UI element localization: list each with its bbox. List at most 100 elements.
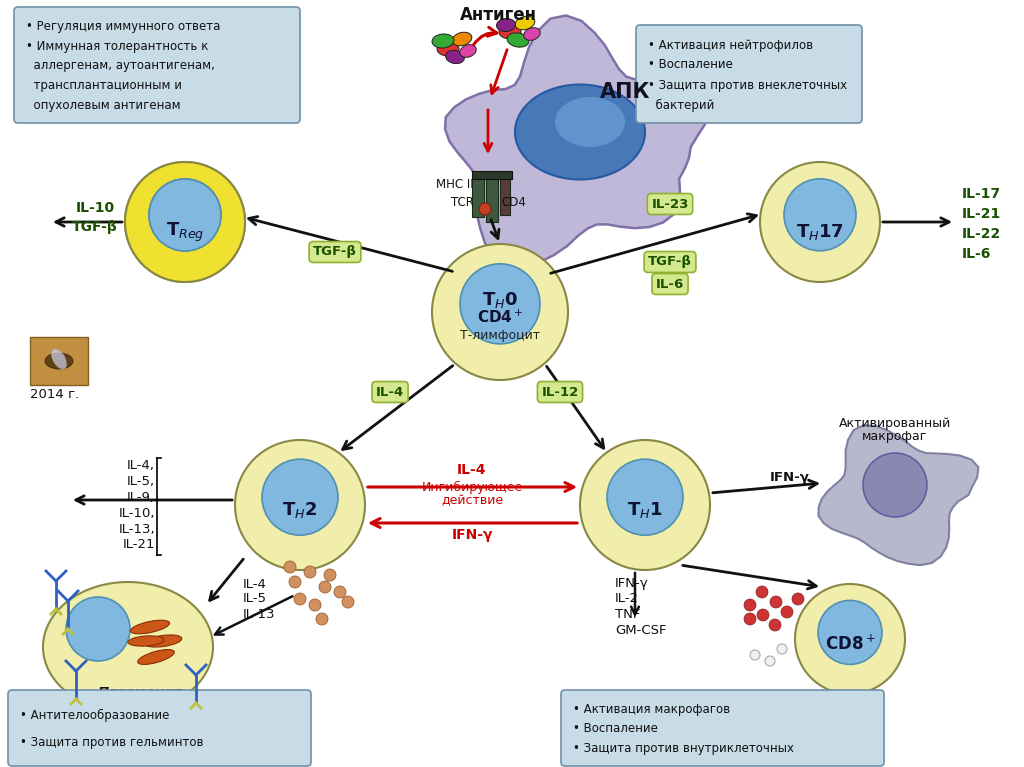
Text: IL-9,: IL-9, bbox=[127, 491, 155, 503]
Text: IL-4,: IL-4, bbox=[127, 459, 155, 472]
Text: • Антителообразование: • Антителообразование bbox=[20, 709, 169, 723]
Circle shape bbox=[750, 650, 760, 660]
Ellipse shape bbox=[51, 349, 67, 369]
Text: T$_H$2: T$_H$2 bbox=[283, 500, 317, 520]
Text: IL-4: IL-4 bbox=[458, 463, 486, 477]
Bar bbox=[472, 171, 512, 179]
Circle shape bbox=[863, 453, 927, 517]
Text: Активированный: Активированный bbox=[839, 417, 951, 430]
Circle shape bbox=[795, 584, 905, 694]
Text: IL-12: IL-12 bbox=[542, 386, 579, 399]
Text: TGF-β: TGF-β bbox=[313, 245, 357, 258]
Ellipse shape bbox=[144, 635, 182, 647]
Ellipse shape bbox=[515, 84, 645, 179]
Text: Антиген: Антиген bbox=[460, 6, 537, 24]
Ellipse shape bbox=[45, 353, 73, 369]
Bar bbox=[472, 175, 484, 217]
Text: T$_{Reg}$: T$_{Reg}$ bbox=[166, 220, 204, 244]
Text: IFN-γ: IFN-γ bbox=[452, 528, 493, 542]
Circle shape bbox=[289, 576, 301, 588]
Circle shape bbox=[334, 586, 346, 598]
Text: TCR: TCR bbox=[451, 196, 473, 209]
Circle shape bbox=[460, 264, 540, 344]
Ellipse shape bbox=[445, 51, 465, 64]
Polygon shape bbox=[818, 425, 978, 565]
Ellipse shape bbox=[43, 582, 213, 712]
Polygon shape bbox=[445, 15, 712, 269]
Circle shape bbox=[580, 440, 710, 570]
Circle shape bbox=[324, 569, 336, 581]
Circle shape bbox=[770, 596, 782, 608]
Bar bbox=[30, 337, 88, 385]
Circle shape bbox=[304, 566, 316, 578]
Ellipse shape bbox=[555, 97, 625, 147]
Text: IL-2: IL-2 bbox=[615, 592, 639, 605]
Text: IL-10,: IL-10, bbox=[119, 506, 155, 519]
Circle shape bbox=[479, 203, 490, 215]
Text: IL-10: IL-10 bbox=[76, 201, 115, 215]
Ellipse shape bbox=[128, 636, 164, 646]
Text: • Активация нейтрофилов: • Активация нейтрофилов bbox=[648, 38, 813, 51]
Circle shape bbox=[777, 644, 787, 654]
Circle shape bbox=[316, 613, 328, 625]
Text: IL-21: IL-21 bbox=[962, 207, 1001, 221]
Text: IL-4: IL-4 bbox=[376, 386, 404, 399]
Circle shape bbox=[765, 656, 775, 666]
Text: MHC II: MHC II bbox=[436, 179, 474, 192]
Circle shape bbox=[125, 162, 245, 282]
Text: Ингибирующее: Ингибирующее bbox=[421, 480, 522, 493]
Circle shape bbox=[769, 619, 781, 631]
Text: 2014 г.: 2014 г. bbox=[30, 389, 79, 401]
Text: CD4: CD4 bbox=[502, 196, 526, 209]
Circle shape bbox=[760, 162, 880, 282]
Text: GM-CSF: GM-CSF bbox=[615, 624, 667, 637]
Text: • Защита против гельминтов: • Защита против гельминтов bbox=[20, 736, 204, 749]
Text: • Активация макрофагов: • Активация макрофагов bbox=[573, 703, 730, 716]
Text: IFN-γ: IFN-γ bbox=[770, 470, 810, 483]
Text: • Защита против внутриклеточных: • Защита против внутриклеточных bbox=[573, 742, 794, 755]
Text: IL-21: IL-21 bbox=[123, 538, 155, 551]
Ellipse shape bbox=[460, 44, 476, 58]
Ellipse shape bbox=[130, 621, 170, 634]
Text: IL-13: IL-13 bbox=[243, 607, 275, 621]
Text: Плазмоцит: Плазмоцит bbox=[98, 686, 182, 699]
FancyBboxPatch shape bbox=[636, 25, 862, 123]
Ellipse shape bbox=[507, 33, 529, 47]
Text: T$_H$0: T$_H$0 bbox=[482, 290, 518, 310]
Circle shape bbox=[342, 596, 354, 608]
Text: IL-17: IL-17 bbox=[962, 187, 1001, 201]
Circle shape bbox=[284, 561, 296, 573]
Ellipse shape bbox=[499, 25, 521, 39]
Text: T$_H$1: T$_H$1 bbox=[627, 500, 663, 520]
Text: макрофаг: макрофаг bbox=[862, 430, 928, 443]
Text: TGF-β: TGF-β bbox=[72, 220, 118, 234]
Circle shape bbox=[744, 599, 756, 611]
Circle shape bbox=[309, 599, 321, 611]
Text: CD4$^+$: CD4$^+$ bbox=[477, 308, 523, 326]
Circle shape bbox=[784, 179, 856, 251]
Ellipse shape bbox=[453, 32, 472, 46]
Circle shape bbox=[262, 459, 338, 535]
Circle shape bbox=[294, 593, 306, 605]
Circle shape bbox=[125, 162, 245, 282]
Ellipse shape bbox=[515, 16, 535, 30]
FancyBboxPatch shape bbox=[561, 690, 884, 766]
Circle shape bbox=[234, 440, 365, 570]
Text: действие: действие bbox=[441, 495, 503, 508]
Text: • Воспаление: • Воспаление bbox=[648, 58, 733, 71]
Circle shape bbox=[432, 244, 568, 380]
Circle shape bbox=[150, 179, 221, 251]
Text: аллергенам, аутоантигенам,: аллергенам, аутоантигенам, bbox=[26, 60, 215, 73]
Text: IL-6: IL-6 bbox=[656, 278, 684, 291]
Circle shape bbox=[319, 581, 331, 593]
Text: IL-13,: IL-13, bbox=[119, 522, 155, 535]
Text: • Иммунная толерантность к: • Иммунная толерантность к bbox=[26, 40, 208, 53]
Circle shape bbox=[607, 459, 683, 535]
Ellipse shape bbox=[137, 650, 174, 664]
Text: IL-6: IL-6 bbox=[962, 247, 991, 261]
Text: • Защита против внеклеточных: • Защита против внеклеточных bbox=[648, 78, 847, 91]
Circle shape bbox=[66, 597, 130, 661]
Circle shape bbox=[781, 606, 793, 618]
Ellipse shape bbox=[523, 28, 541, 41]
Circle shape bbox=[150, 179, 221, 251]
